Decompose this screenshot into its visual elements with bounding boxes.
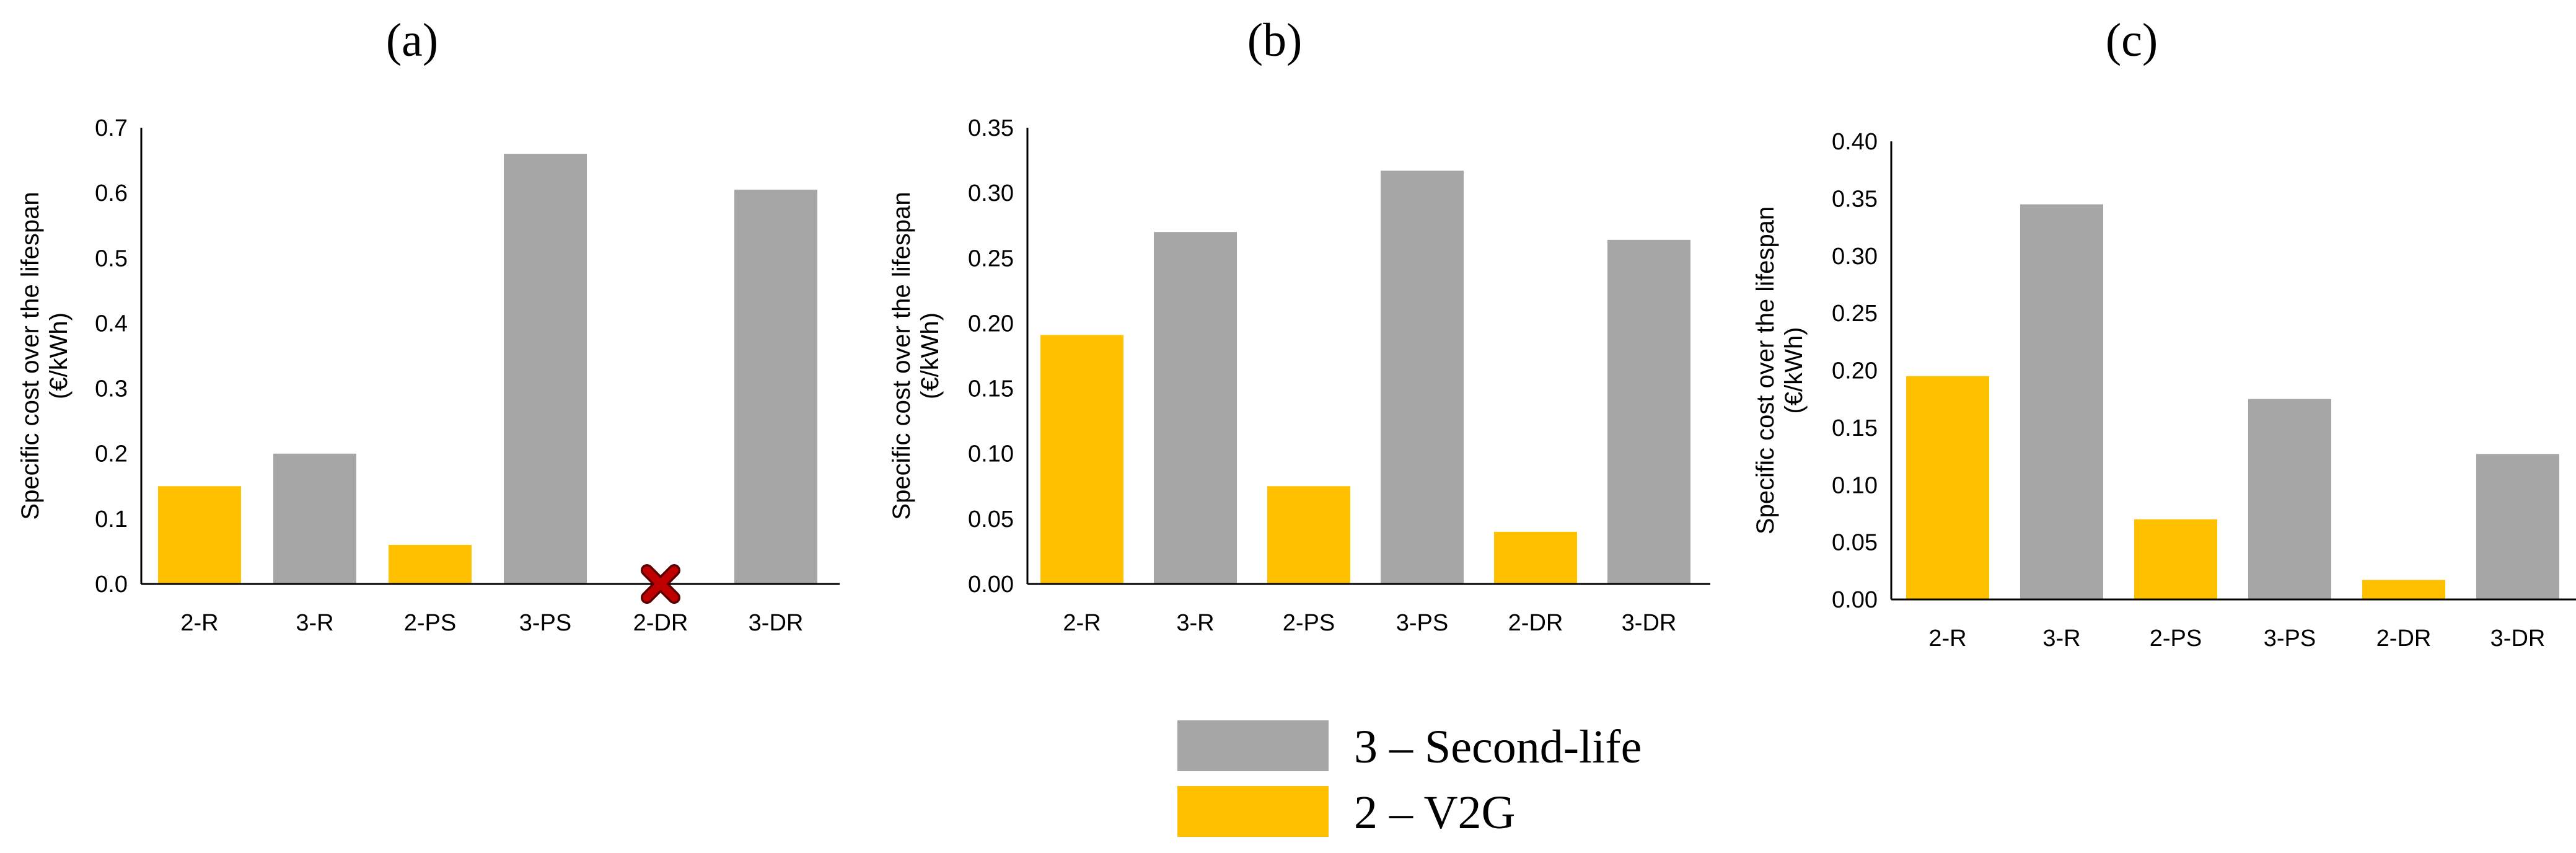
x-tick-label: 2-PS [2150, 625, 2202, 652]
x-tick-label: 3-PS [1396, 610, 1448, 636]
x-tick-label: 3-DR [2490, 625, 2546, 652]
bar-2-r [1040, 335, 1123, 584]
x-tick-label: 2-DR [2376, 625, 2432, 652]
y-tick-label: 0.7 [95, 115, 128, 141]
y-tick-label: 0.40 [1832, 129, 1878, 155]
bar-2-ps [1267, 486, 1350, 584]
chart-2: (b) Specific cost over the lifespan(€/kWh… [888, 14, 1710, 636]
chart-title: (c) [2106, 14, 2158, 66]
x-tick-label: 3-R [2042, 625, 2080, 652]
legend-swatch-second-life [1177, 720, 1329, 771]
bar-3-ps [1381, 170, 1464, 584]
legend: 3 – Second-life 2 – V2G [1177, 720, 1642, 839]
y-tick-label: 0.20 [968, 311, 1014, 337]
bar-3-dr [1607, 239, 1690, 584]
y-axis-label: Specific cost over the lifespan(€/kWh) [888, 192, 944, 519]
x-tick-label: 3-DR [749, 610, 804, 636]
y-axis-label-line: (€/kWh) [1780, 327, 1808, 414]
chart-3: (c) Specific cost over the lifespan(€/kWh… [1752, 14, 2576, 652]
bar-3-r [2020, 204, 2103, 599]
y-tick-label: 0.05 [968, 506, 1014, 533]
y-tick-label: 0.6 [95, 180, 128, 206]
y-tick-label: 0.05 [1832, 530, 1878, 556]
x-tick-label: 2-PS [1283, 610, 1335, 636]
chart-title: (b) [1247, 14, 1303, 66]
x-tick-label: 3-R [1176, 610, 1214, 636]
y-tick-label: 0.15 [1832, 415, 1878, 441]
x-tick-label: 2-R [1063, 610, 1101, 636]
cross-stroke [643, 566, 679, 602]
y-tick-label: 0.1 [95, 506, 128, 533]
chart-title: (a) [386, 14, 438, 66]
y-tick-label: 0.35 [968, 115, 1014, 141]
bar-2-r [158, 486, 241, 584]
legend-label-v2g: 2 – V2G [1354, 787, 1515, 839]
y-tick-label: 0.3 [95, 376, 128, 402]
unavailable-cross-icon [641, 564, 680, 604]
bar-3-r [1154, 232, 1237, 584]
y-axis-label-line: Specific cost over the lifespan [1752, 206, 1779, 534]
y-tick-label: 0.0 [95, 572, 128, 598]
y-tick-label: 0.2 [95, 441, 128, 467]
bar-2-dr [1494, 531, 1577, 584]
y-axis-label-line: (€/kWh) [45, 312, 73, 399]
y-axis-label: Specific cost over the lifespan(€/kWh) [1752, 206, 1808, 534]
charts: (a)Specific cost over the lifespan(€/kWh… [17, 14, 2576, 652]
y-tick-label: 0.25 [1832, 301, 1878, 327]
bar-3-r [273, 453, 356, 584]
x-tick-label: 3-R [296, 610, 333, 636]
y-tick-label: 0.10 [1832, 472, 1878, 498]
y-tick-label: 0.20 [1832, 358, 1878, 384]
y-tick-label: 0.35 [1832, 186, 1878, 212]
x-tick-label: 2-DR [633, 610, 688, 636]
bar-3-dr [2476, 454, 2559, 599]
bar-2-dr [2362, 580, 2445, 599]
x-tick-label: 2-R [1928, 625, 1966, 652]
y-tick-label: 0.15 [968, 376, 1014, 402]
x-tick-label: 2-R [180, 610, 218, 636]
y-tick-label: 0.25 [968, 245, 1014, 272]
y-axis-label-line: Specific cost over the lifespan [17, 192, 44, 519]
y-tick-label: 0.30 [968, 180, 1014, 206]
bar-3-dr [734, 189, 817, 584]
bar-3-ps [2248, 399, 2331, 599]
x-tick-label: 3-PS [2264, 625, 2316, 652]
y-tick-label: 0.5 [95, 245, 128, 272]
y-axis-label-line: Specific cost over the lifespan [888, 192, 915, 519]
x-tick-label: 3-DR [1622, 610, 1677, 636]
y-tick-label: 0.00 [968, 572, 1014, 598]
y-axis-label-line: (€/kWh) [917, 312, 944, 399]
x-tick-label: 3-PS [519, 610, 571, 636]
bar-2-r [1906, 376, 1989, 599]
bar-2-ps [389, 544, 472, 584]
y-axis-label: Specific cost over the lifespan(€/kWh) [17, 192, 73, 519]
y-tick-label: 0.00 [1832, 587, 1878, 613]
legend-swatch-v2g [1177, 786, 1329, 837]
chart-1: (a) Specific cost over the lifespan(€/kWh… [17, 14, 840, 636]
y-tick-label: 0.4 [95, 311, 128, 337]
y-tick-label: 0.10 [968, 441, 1014, 467]
x-tick-label: 2-DR [1508, 610, 1563, 636]
x-tick-label: 2-PS [404, 610, 456, 636]
bar-3-ps [504, 154, 587, 585]
y-tick-label: 0.30 [1832, 244, 1878, 270]
bar-2-ps [2134, 519, 2217, 599]
legend-label-second-life: 3 – Second-life [1354, 721, 1642, 773]
